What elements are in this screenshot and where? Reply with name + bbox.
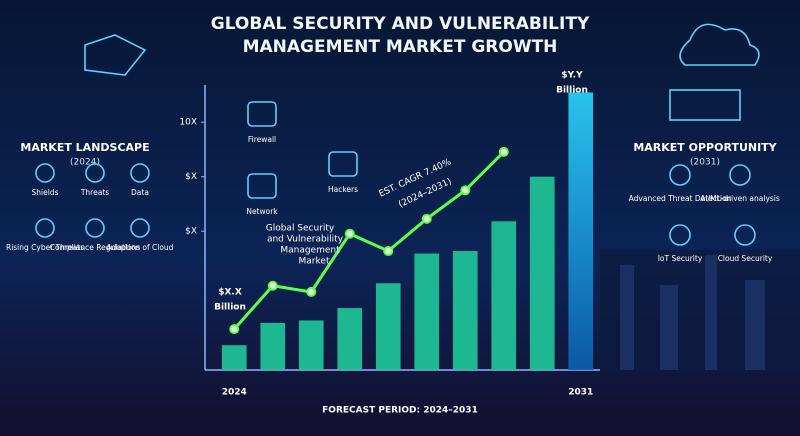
annotation: Billion [556, 86, 588, 96]
line-point [344, 228, 355, 239]
panel-heading: MARKET OPPORTUNITY [633, 141, 777, 154]
item-icon [130, 218, 150, 238]
y-tick-label: 10X [179, 118, 197, 128]
line-point [498, 146, 509, 157]
server-icon [669, 89, 741, 121]
icon-label: Network [246, 207, 278, 216]
item-label: Shields [32, 188, 59, 197]
annotation: Billion [214, 303, 246, 313]
cloud-icon [679, 23, 760, 66]
annotation: $Y.Y [561, 71, 583, 81]
panel-period: (2024) [70, 158, 100, 168]
icon-label: Hackers [328, 185, 358, 194]
annotation: Global Security [266, 224, 335, 234]
panel-heading: MARKET LANDSCAPE [20, 141, 149, 154]
icon [247, 101, 277, 127]
bar [337, 308, 363, 370]
y-tick-label: $X [185, 227, 197, 237]
icon [247, 173, 277, 199]
title: GLOBAL SECURITY AND VULNERABILITY [211, 14, 590, 34]
footer: FORECAST PERIOD: 2024–2031 [322, 406, 478, 416]
item-icon [35, 163, 55, 183]
annotation: $X.X [218, 288, 242, 298]
item-icon [669, 164, 691, 186]
x-tick-label: 2024 [222, 388, 247, 398]
item-icon [729, 164, 751, 186]
bar [375, 283, 401, 370]
item-label: Advanced Threat Detection [629, 194, 732, 203]
title: MANAGEMENT MARKET GROWTH [243, 37, 558, 57]
bar [491, 221, 517, 370]
bar [260, 322, 286, 370]
item-icon [734, 224, 756, 246]
item-icon [35, 218, 55, 238]
building [620, 265, 634, 370]
x-tick-label: 2031 [568, 388, 593, 398]
bar [452, 251, 478, 370]
item-icon [85, 218, 105, 238]
line-point [421, 213, 432, 224]
item-label: IoT Security [658, 254, 703, 263]
line-point [267, 280, 278, 291]
item-label: Data [131, 188, 149, 197]
building [660, 285, 678, 370]
bar [529, 176, 555, 370]
line-point [460, 185, 471, 196]
line-point [306, 286, 317, 297]
y-tick-label: $X [185, 172, 197, 182]
annotation: Management [280, 246, 340, 256]
item-icon [130, 163, 150, 183]
icon-label: Firewall [248, 135, 276, 144]
item-label: Adoption of Cloud [107, 243, 174, 252]
building [745, 280, 765, 370]
line [233, 150, 505, 331]
bar [298, 320, 324, 370]
item-label: Threats [80, 188, 109, 197]
icon [328, 151, 358, 177]
bar [568, 92, 594, 370]
item-label: Rising Cyber Threats [6, 243, 84, 252]
bar [414, 253, 440, 370]
line-point [383, 246, 394, 257]
line-point [229, 324, 240, 335]
panel-period: (2031) [690, 158, 720, 168]
item-label: AI/ML-driven analysis [700, 194, 780, 203]
item-label: Cloud Security [718, 254, 773, 263]
item-label: Compliance Regulations [50, 243, 141, 252]
item-icon [85, 163, 105, 183]
building [705, 255, 717, 370]
item-icon [669, 224, 691, 246]
annotation: and Vulnerability [267, 235, 344, 245]
world-map [84, 34, 147, 76]
annotation: Market [299, 257, 330, 267]
bar [221, 345, 247, 370]
